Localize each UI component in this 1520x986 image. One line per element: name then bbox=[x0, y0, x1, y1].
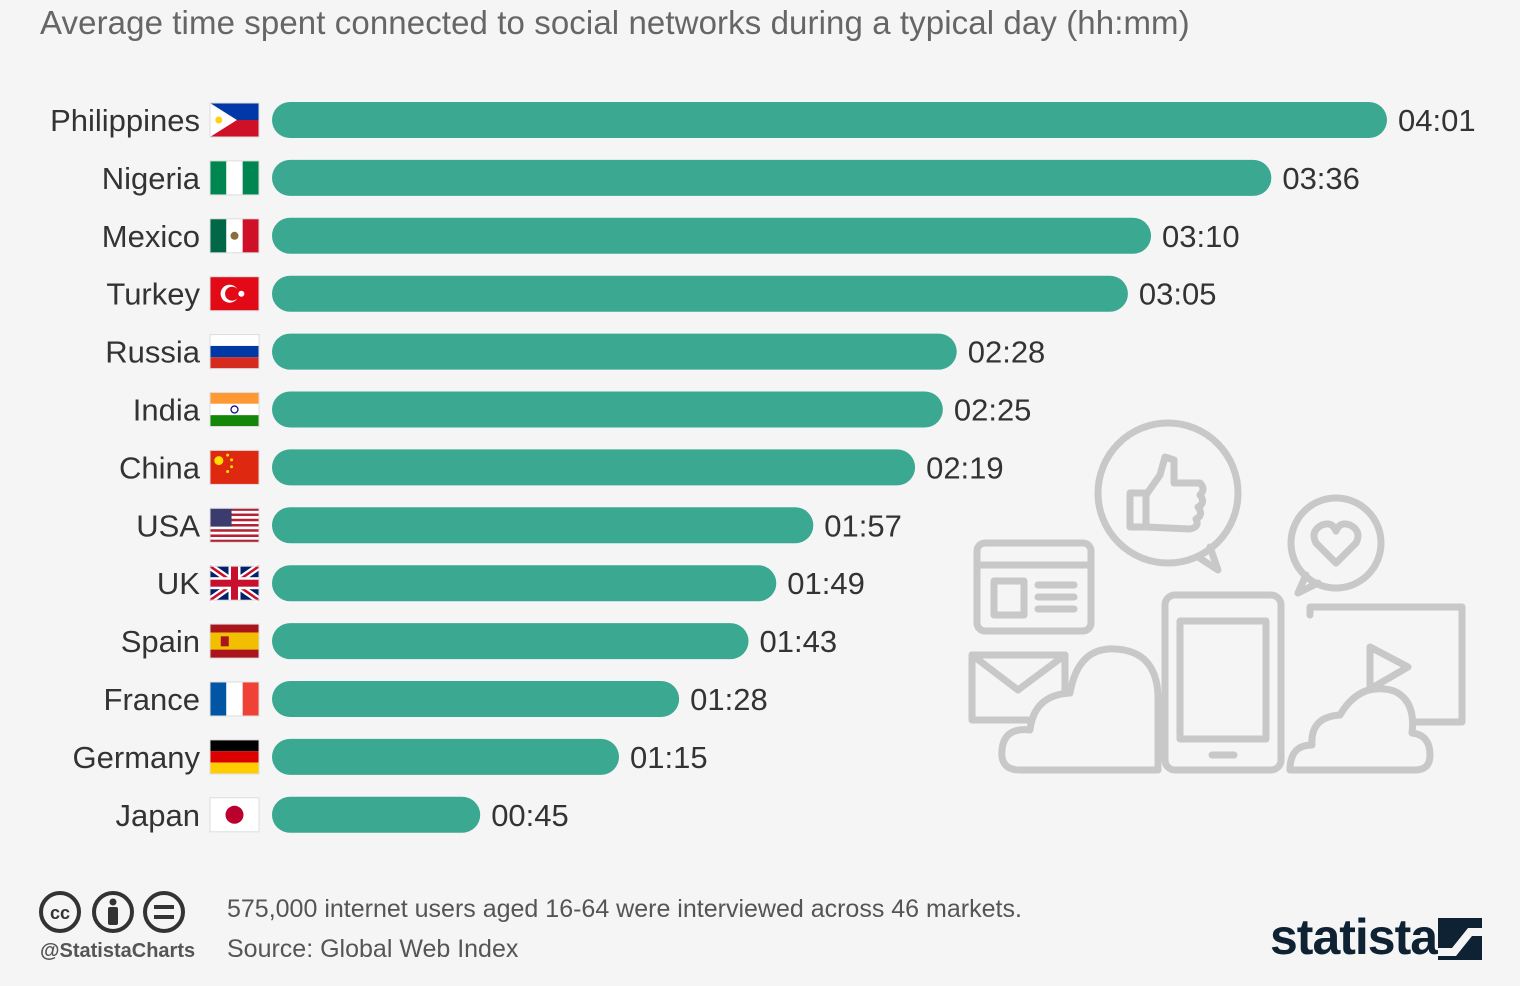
bar-spain bbox=[272, 623, 749, 660]
value-label-japan: 00:45 bbox=[491, 798, 569, 833]
value-label-philippines: 04:01 bbox=[1398, 103, 1476, 138]
turkey-flag-icon bbox=[209, 276, 260, 312]
value-label-turkey: 03:05 bbox=[1139, 277, 1217, 312]
nigeria-flag-icon bbox=[209, 160, 260, 196]
bar-russia bbox=[272, 333, 957, 370]
category-label-russia: Russia bbox=[105, 335, 201, 370]
thumbs-up-icon bbox=[1094, 419, 1242, 574]
value-label-russia: 02:28 bbox=[968, 335, 1046, 370]
value-label-usa: 01:57 bbox=[824, 508, 902, 543]
bar-mexico bbox=[272, 217, 1152, 254]
philippines-flag-icon bbox=[209, 102, 260, 138]
source-note: Source: Global Web Index bbox=[227, 935, 519, 963]
value-label-france: 01:28 bbox=[690, 682, 768, 717]
russia-flag-icon bbox=[209, 334, 260, 370]
bar-germany bbox=[272, 738, 619, 775]
category-label-india: India bbox=[133, 393, 201, 428]
category-label-usa: USA bbox=[136, 508, 200, 543]
statista-handle: @StatistaCharts bbox=[40, 940, 196, 962]
svg-text:cc: cc bbox=[50, 903, 70, 923]
japan-flag-icon bbox=[209, 797, 260, 833]
noderivs-icon bbox=[143, 891, 185, 933]
germany-flag-icon bbox=[209, 739, 260, 775]
category-label-germany: Germany bbox=[73, 740, 201, 775]
value-label-china: 02:19 bbox=[926, 450, 1004, 485]
category-label-nigeria: Nigeria bbox=[102, 161, 201, 196]
france-flag-icon bbox=[209, 681, 260, 717]
spain-flag-icon bbox=[209, 623, 260, 659]
cc-icon: cc bbox=[39, 891, 81, 933]
value-label-mexico: 03:10 bbox=[1162, 219, 1240, 254]
value-label-nigeria: 03:36 bbox=[1282, 161, 1360, 196]
browser-window-icon bbox=[973, 539, 1095, 635]
bar-turkey bbox=[272, 275, 1128, 312]
category-label-turkey: Turkey bbox=[106, 277, 200, 312]
mexico-flag-icon bbox=[209, 218, 260, 254]
value-label-uk: 01:49 bbox=[787, 566, 865, 601]
value-label-spain: 01:43 bbox=[760, 624, 838, 659]
bar-china bbox=[272, 449, 916, 486]
attribution-icon bbox=[92, 891, 134, 933]
category-label-china: China bbox=[119, 450, 201, 485]
category-label-japan: Japan bbox=[116, 798, 200, 833]
india-flag-icon bbox=[209, 392, 260, 427]
chart-title: Average time spent connected to social n… bbox=[40, 4, 1190, 41]
statista-logo-text: statista bbox=[1270, 909, 1438, 965]
license-icons: cc bbox=[39, 891, 185, 933]
survey-note: 575,000 internet users aged 16-64 were i… bbox=[227, 895, 1022, 923]
bar-philippines bbox=[272, 102, 1387, 138]
category-label-mexico: Mexico bbox=[102, 219, 200, 254]
statista-logo-icon bbox=[1438, 918, 1482, 960]
bar-chart: Philippines 04:01 Nigeria 03:36 Mexico 03:10 T… bbox=[50, 102, 1476, 833]
cloud-icon bbox=[998, 645, 1162, 774]
social-media-illustration bbox=[968, 419, 1466, 774]
category-label-uk: UK bbox=[157, 566, 200, 601]
bar-france bbox=[272, 681, 680, 717]
usa-flag-icon bbox=[209, 507, 260, 543]
category-label-france: France bbox=[104, 682, 200, 717]
uk-flag-icon bbox=[208, 563, 261, 604]
value-label-germany: 01:15 bbox=[630, 740, 708, 775]
video-play-icon bbox=[1286, 603, 1466, 774]
bar-india bbox=[272, 391, 943, 428]
value-label-india: 02:25 bbox=[954, 393, 1032, 428]
bar-japan bbox=[272, 796, 481, 833]
bar-uk bbox=[272, 565, 777, 602]
category-label-philippines: Philippines bbox=[50, 103, 200, 138]
bar-nigeria bbox=[272, 159, 1272, 196]
heart-bubble-icon bbox=[1287, 494, 1385, 597]
china-flag-icon bbox=[209, 449, 260, 485]
category-label-spain: Spain bbox=[121, 624, 200, 659]
tablet-icon bbox=[1161, 591, 1285, 774]
bar-usa bbox=[272, 507, 814, 544]
